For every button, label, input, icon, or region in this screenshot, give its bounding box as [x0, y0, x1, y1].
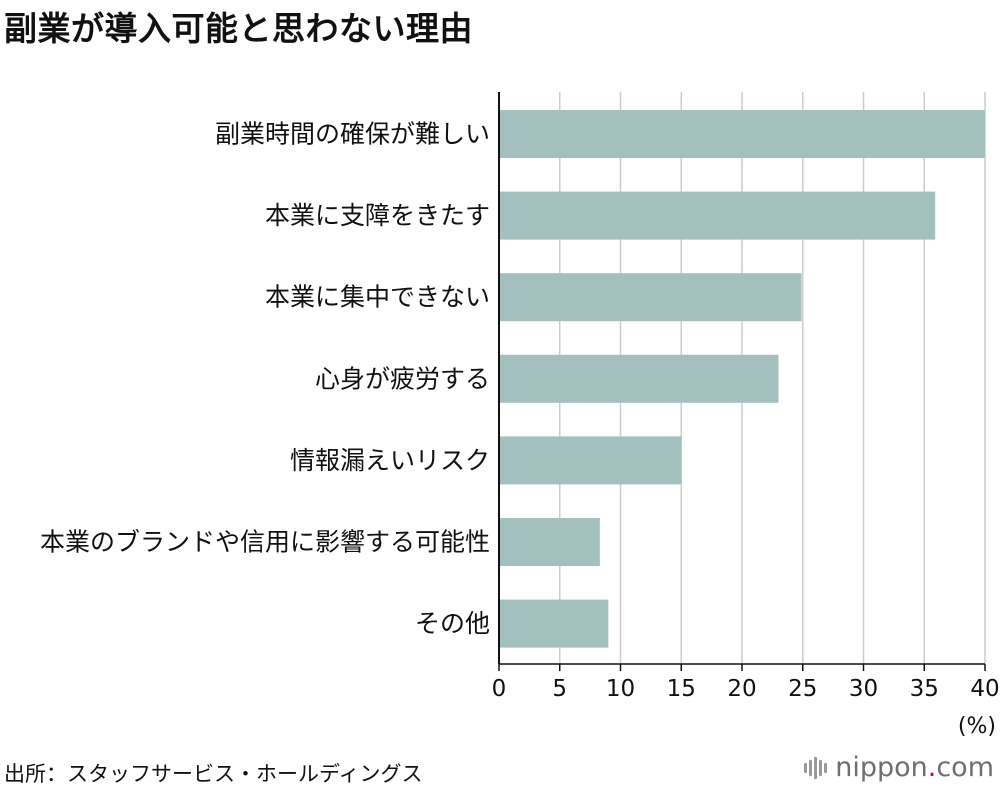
category-label: 心身が疲労する — [315, 364, 490, 393]
x-tick-label: 0 — [492, 676, 507, 702]
category-labels: 副業時間の確保が難しい本業に支障をきたす本業に集中できない心身が疲労する情報漏え… — [40, 120, 490, 639]
nippon-logo: nippon. com — [804, 752, 994, 783]
x-tick-label: 10 — [606, 676, 635, 702]
x-tick-labels: 0 5 10 15 20 25 30 35 40 — [492, 676, 1000, 702]
bar — [499, 354, 779, 403]
x-tick-label: 35 — [910, 676, 939, 702]
bar — [499, 518, 600, 566]
category-label: 本業に集中できない — [265, 283, 490, 312]
axes — [498, 92, 986, 671]
x-tick-label: 40 — [970, 676, 999, 702]
logo-name: nippon — [835, 752, 928, 783]
x-tick-label: 30 — [849, 676, 878, 702]
bars — [499, 110, 985, 648]
bar — [499, 191, 936, 240]
source-note: 出所：スタッフサービス・ホールディングス — [4, 762, 423, 786]
bar — [499, 273, 802, 322]
bar — [499, 110, 985, 158]
chart-title: 副業が導入可能と思わない理由 — [4, 9, 473, 48]
category-label: その他 — [415, 609, 490, 638]
logo-bars-icon — [804, 756, 828, 779]
x-tick-label: 5 — [552, 676, 567, 702]
category-label: 本業に支障をきたす — [265, 201, 490, 230]
category-label: 情報漏えいリスク — [290, 446, 490, 475]
x-axis-unit-label: (%) — [958, 714, 996, 739]
logo-dot: . — [927, 752, 937, 783]
category-label: 本業のブランドや信用に影響する可能性 — [40, 528, 490, 557]
x-tick-label: 20 — [727, 676, 756, 702]
logo-tld: com — [936, 752, 994, 783]
x-tick-label: 25 — [788, 676, 817, 702]
x-tick-label: 15 — [667, 676, 696, 702]
category-label: 副業時間の確保が難しい — [215, 120, 490, 149]
bar — [499, 436, 682, 485]
bar — [499, 599, 609, 648]
